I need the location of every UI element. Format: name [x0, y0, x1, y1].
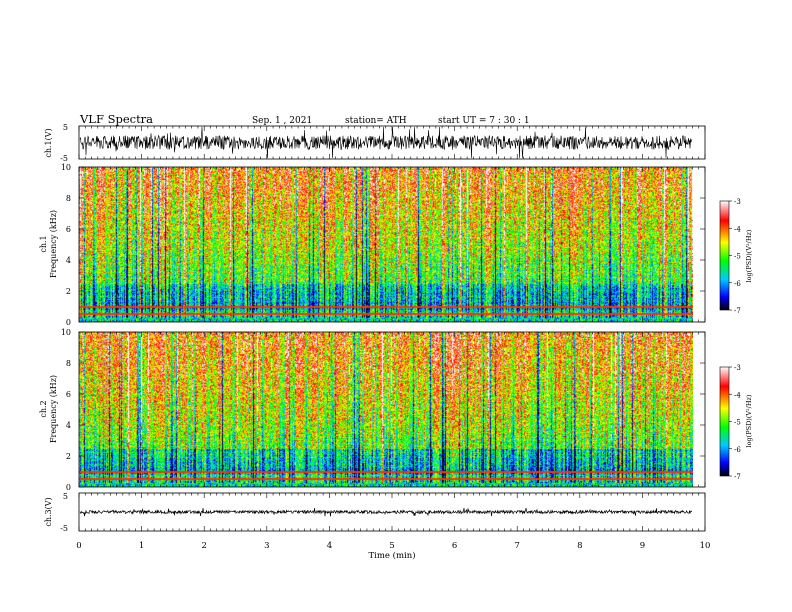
time-axis-label: Time (min)	[368, 550, 415, 561]
ch2-channel-label: ch.2	[39, 400, 48, 417]
ch3-waveform-line	[79, 507, 693, 517]
time-tick-label: 6	[452, 541, 457, 551]
colorbar-tick-label: -6	[734, 280, 741, 288]
colorbar-tick-label: -3	[734, 364, 741, 372]
time-tick-label: 4	[327, 541, 332, 551]
ch1-spectrogram-panel: 0 2 4 6 8 10 ch.1 Frequency (kHz)	[39, 163, 706, 327]
ch1-waveform-line	[79, 126, 693, 159]
start-time-label: start UT = 7 : 30 : 1	[438, 116, 530, 126]
time-tick-label: 1	[139, 541, 144, 551]
ch1-colorbar-label: log(PSD)(V²/Hz)	[745, 229, 753, 282]
colorbar-tick-label: -5	[734, 419, 741, 427]
frequency-tick-label: 0	[66, 318, 71, 327]
frequency-tick-label: 0	[66, 483, 71, 492]
date-label: Sep. 1 , 2021	[252, 116, 312, 126]
ch1-ytick-top: 5	[63, 123, 68, 132]
ch2-frequency-ylabel: Frequency (kHz)	[49, 375, 58, 443]
ch2-spectrogram-panel: 0 2 4 6 8 10 ch.2 Frequency (kHz)	[39, 328, 706, 492]
frequency-tick-label: 8	[66, 194, 71, 203]
time-tick-label: 10	[700, 541, 711, 551]
frequency-tick-label: 10	[61, 163, 71, 172]
ch1-waveform-panel: 5 -5 ch.1(V)	[44, 123, 706, 163]
ch3-ytick-bottom: -5	[60, 524, 68, 533]
colorbar-tick-label: -6	[734, 446, 741, 454]
ch3-ytick-top: 5	[63, 492, 68, 501]
ch1-spectrogram-image	[79, 167, 693, 322]
colorbar-tick-label: -5	[734, 253, 741, 261]
ch1-frequency-ylabel: Frequency (kHz)	[49, 210, 58, 278]
time-tick-label: 9	[640, 541, 645, 551]
ch1-channel-label: ch.1	[39, 235, 48, 252]
time-tick-label: 7	[514, 541, 519, 551]
station-label: station= ATH	[345, 116, 407, 126]
frequency-tick-label: 2	[66, 452, 71, 461]
colorbar-tick-label: -4	[734, 391, 741, 399]
frequency-tick-label: 2	[66, 287, 71, 296]
time-tick-label: 8	[577, 541, 582, 551]
ch3-waveform-ylabel: ch.3(V)	[44, 497, 53, 526]
ch2-colorbar: -3 -4 -5 -6 -7 log(PSD)(V²/Hz)	[719, 364, 753, 481]
colorbar-tick-label: -3	[734, 198, 741, 206]
time-tick-label: 3	[264, 541, 269, 551]
frequency-tick-label: 4	[66, 421, 71, 430]
colorbar-tick-label: -7	[734, 473, 741, 481]
colorbar-tick-label: -4	[734, 225, 741, 233]
frequency-tick-label: 6	[66, 225, 71, 234]
ch1-waveform-ylabel: ch.1(V)	[44, 128, 53, 157]
frequency-tick-label: 8	[66, 359, 71, 368]
ch2-spectrogram-image	[79, 332, 693, 487]
time-axis: 0 1 2 3 4 5 6 7 8 9 10	[76, 126, 710, 551]
time-tick-label: 5	[389, 541, 394, 551]
frequency-tick-label: 10	[61, 328, 71, 337]
ch3-waveform-panel: 5 -5 ch.3(V)	[44, 492, 706, 533]
colorbar-tick-label: -7	[734, 307, 741, 315]
ch2-colorbar-label: log(PSD)(V²/Hz)	[745, 394, 753, 447]
time-tick-label: 2	[201, 541, 206, 551]
frequency-tick-label: 4	[66, 256, 71, 265]
ch1-ytick-bottom: -5	[60, 154, 68, 163]
time-tick-label: 0	[76, 541, 81, 551]
ch1-colorbar: -3 -4 -5 -6 -7 log(PSD)(V²/Hz)	[719, 198, 753, 315]
frequency-tick-label: 6	[66, 390, 71, 399]
figure-title: VLF Spectra	[79, 112, 153, 126]
